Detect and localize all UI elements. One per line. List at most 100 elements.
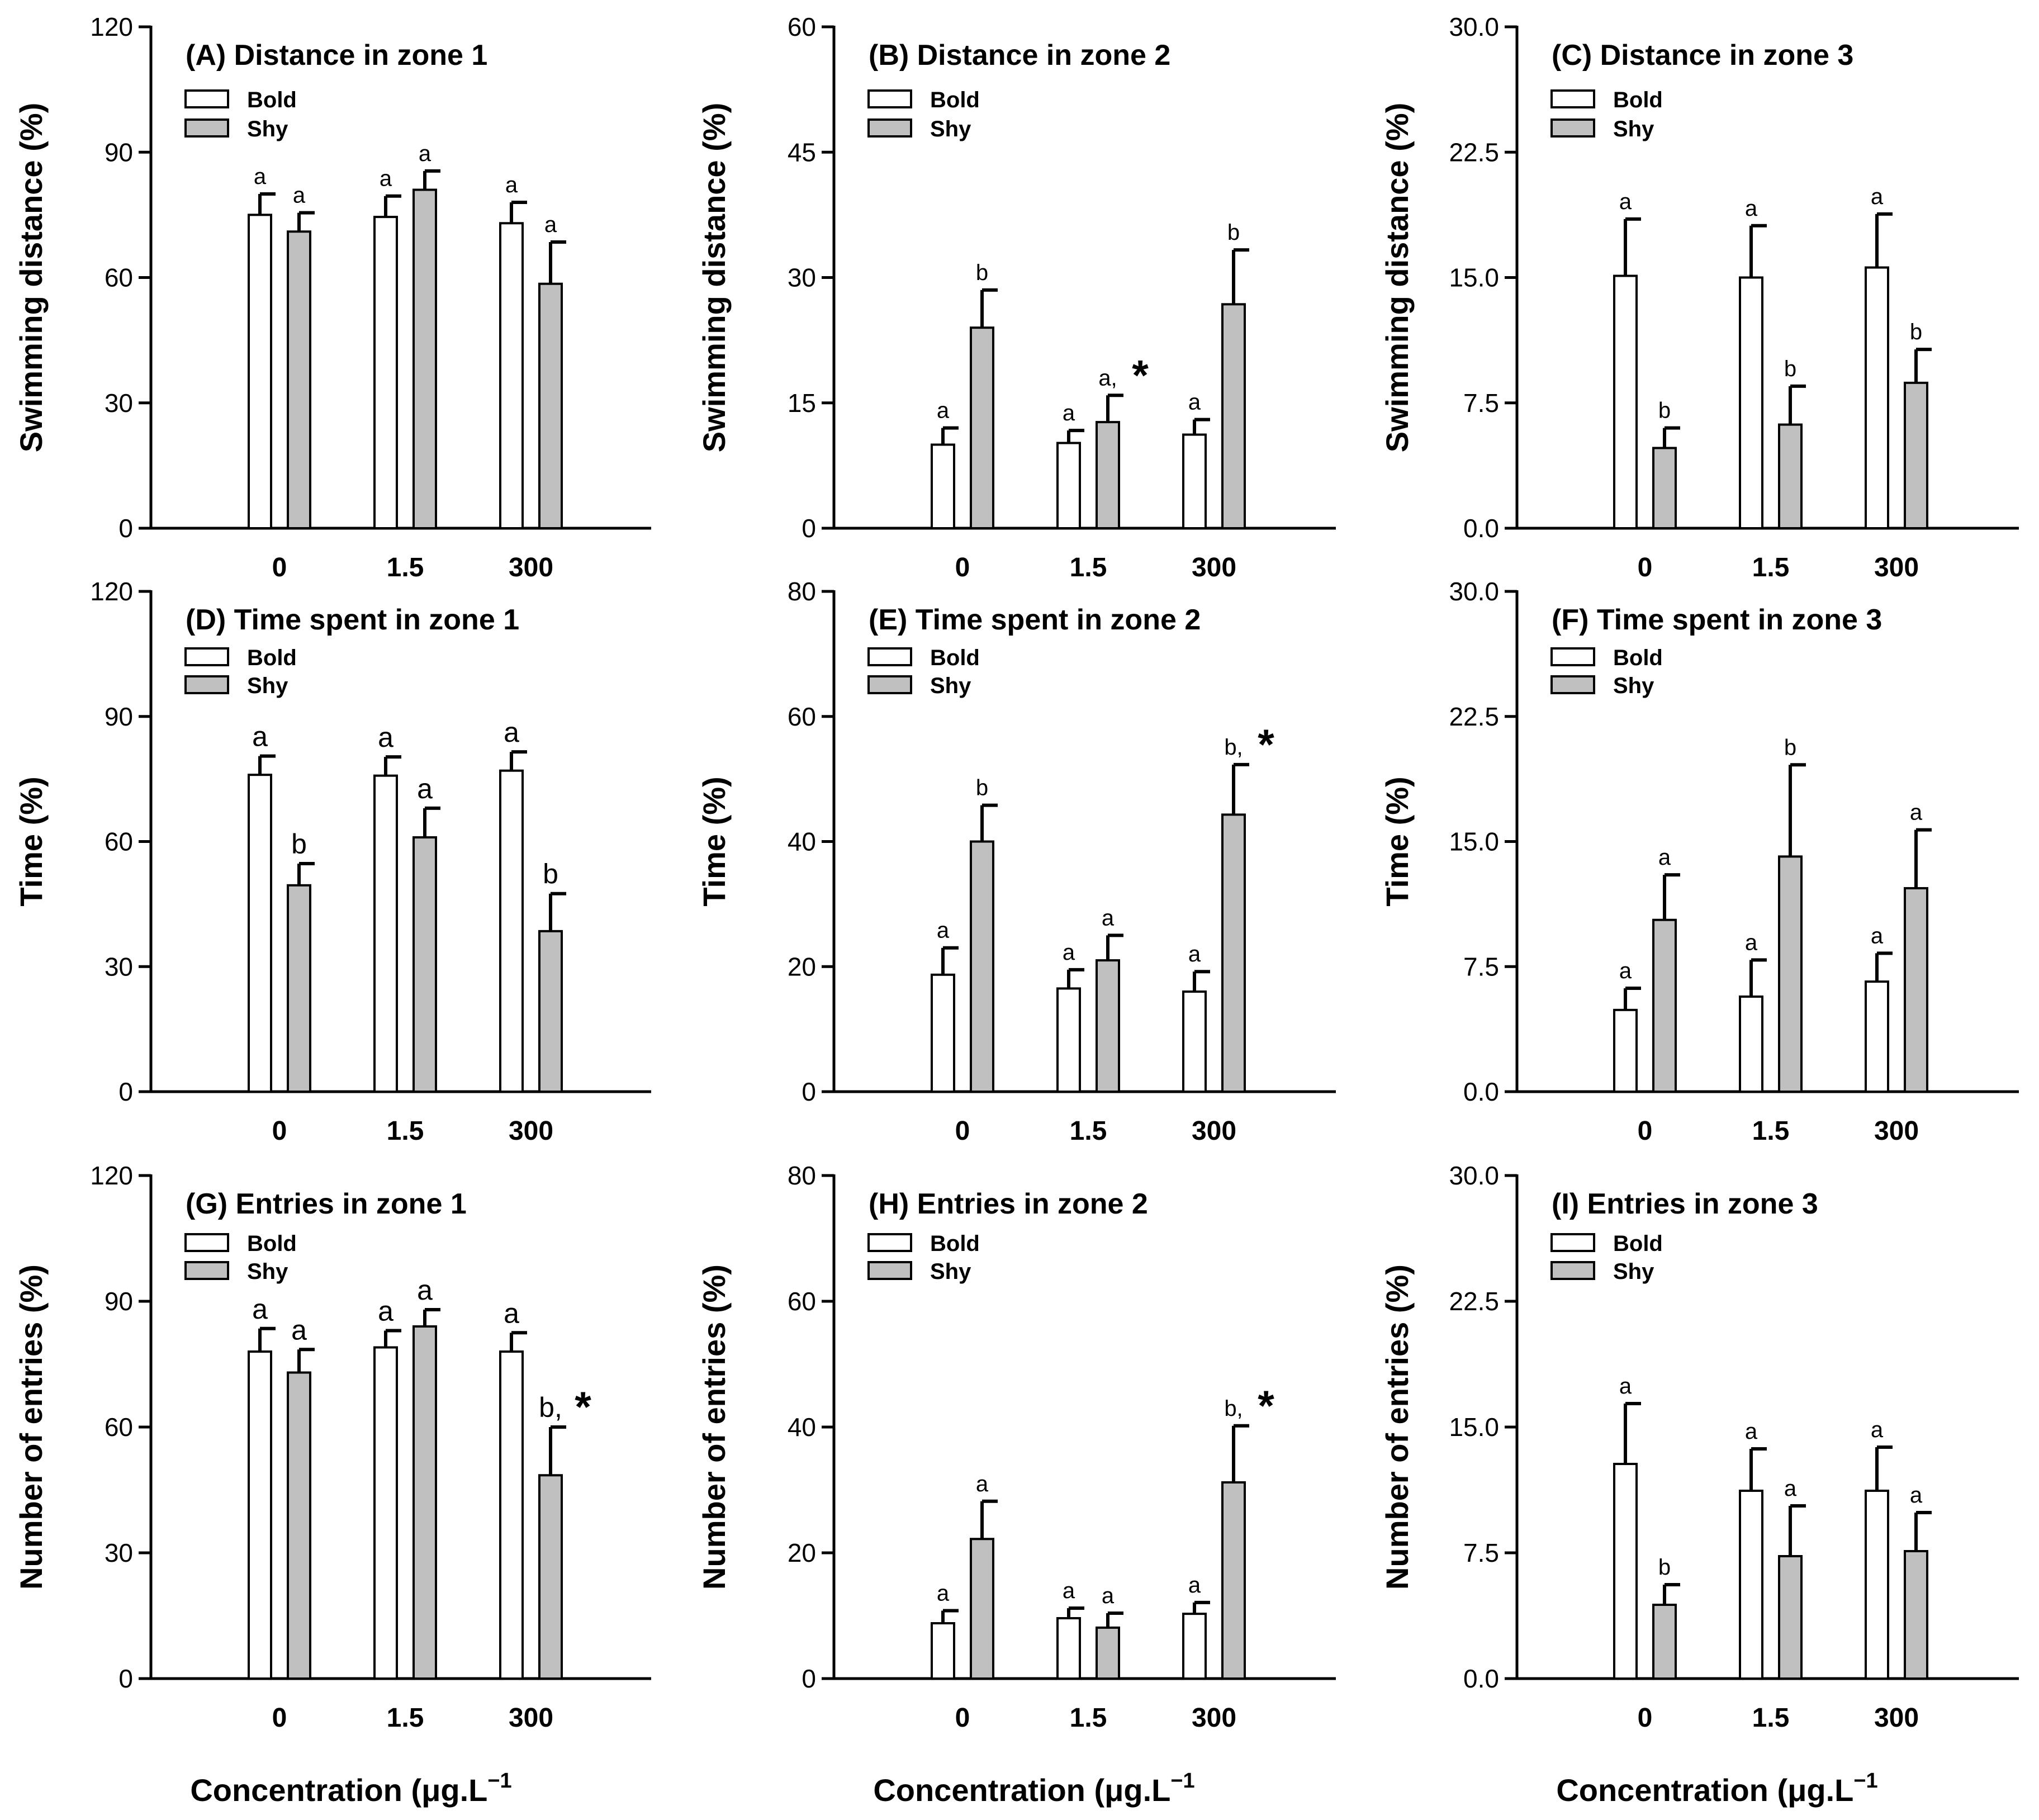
y-axis-title: Time (%)	[13, 776, 49, 906]
significance-label: a	[1063, 1579, 1075, 1603]
legend-label-bold: Bold	[247, 1231, 297, 1256]
significance-label: a	[505, 173, 518, 197]
significance-label: a	[1910, 800, 1923, 825]
significance-label: a	[1658, 845, 1671, 870]
significance-label: a	[1188, 390, 1201, 415]
significance-label: a	[1188, 942, 1201, 966]
x-tick-label: 0	[955, 1703, 970, 1733]
panel-b: 0 15 30 45 60 Swimming distance (%) 0 1.5 300 (B)…	[696, 12, 1336, 582]
significance-star: *	[575, 1383, 591, 1431]
y-tick-label: 0	[802, 514, 816, 543]
significance-label: b,	[1224, 735, 1243, 760]
y-tick-label: 30.0	[1449, 577, 1499, 606]
bar-bold	[248, 1350, 272, 1680]
legend-swatch-shy	[867, 675, 912, 694]
legend-label-shy: Shy	[1613, 1259, 1654, 1284]
significance-label: b	[1658, 1555, 1671, 1580]
x-tick-label: 1.5	[387, 1703, 424, 1733]
legend-swatch-bold	[1550, 89, 1595, 108]
y-tick-label: 15	[788, 388, 816, 418]
y-tick-label: 0	[802, 1077, 816, 1106]
bar-bold	[1056, 987, 1081, 1093]
y-axis-title: Swimming distance (%)	[13, 103, 49, 452]
y-tick-label: 40	[788, 1413, 816, 1442]
panel-i: 0.0 7.5 15.0 22.5 30.0 Number of entries (%) 0…	[1379, 1161, 2019, 1733]
significance-label: a	[419, 141, 431, 166]
panel-a: 0 30 60 90 120 Swimming distance (%) 0 1.5 300 (A…	[13, 12, 651, 582]
bar-bold	[1865, 1490, 1889, 1680]
legend-label-bold: Bold	[1613, 646, 1663, 670]
significance-label: a	[937, 918, 950, 943]
y-tick-label: 7.5	[1463, 1538, 1499, 1567]
legend-swatch-shy	[1550, 119, 1595, 138]
significance-label: a	[417, 1274, 433, 1306]
legend-label-bold: Bold	[930, 1231, 980, 1256]
significance-label: b	[1784, 735, 1796, 760]
significance-label: a	[937, 399, 950, 423]
bar-bold	[248, 774, 272, 1093]
x-tick-label: 300	[1192, 1703, 1236, 1733]
legend-label-bold: Bold	[1613, 88, 1663, 112]
legend-swatch-shy	[184, 675, 229, 694]
significance-label: a	[378, 1296, 393, 1327]
bar-shy	[1096, 1626, 1120, 1680]
bar-bold	[1739, 276, 1763, 529]
significance-label: a	[1784, 1476, 1797, 1501]
bar-shy	[1652, 1604, 1677, 1680]
legend-swatch-bold	[1550, 647, 1595, 666]
significance-label: a	[1871, 1418, 1884, 1442]
significance-label: a	[254, 164, 267, 189]
significance-label: a	[293, 183, 306, 208]
legend-swatch-bold	[1550, 1233, 1595, 1252]
y-tick-label: 30.0	[1449, 1161, 1499, 1190]
bar-shy	[1778, 855, 1803, 1093]
legend-swatch-shy	[1550, 1261, 1595, 1280]
x-tick-label: 1.5	[387, 1116, 424, 1146]
significance-label: a	[1619, 189, 1632, 214]
significance-label: b	[976, 776, 988, 800]
significance-label: a	[1063, 940, 1075, 965]
bar-shy	[1652, 447, 1677, 529]
panel-title: (D) Time spent in zone 1	[186, 604, 519, 636]
legend-swatch-shy	[867, 1261, 912, 1280]
bar-shy	[1221, 303, 1246, 530]
x-tick-label: 300	[1874, 1116, 1919, 1146]
bar-shy	[1904, 1550, 1928, 1680]
bar-bold	[931, 1622, 955, 1680]
bar-shy	[538, 1474, 563, 1680]
y-tick-label: 60	[788, 1287, 816, 1316]
bar-shy	[287, 884, 311, 1093]
panel-h: 0 20 40 60 80 Number of entries (%) 0 1.5 300 (H)…	[696, 1161, 1336, 1733]
y-tick-label: 30	[788, 263, 816, 292]
significance-label: a	[544, 212, 557, 237]
x-tick-label: 300	[1874, 1703, 1919, 1733]
x-tick-label: 0	[272, 553, 287, 582]
bar-shy	[538, 930, 563, 1093]
x-tick-label: 0	[1638, 1703, 1653, 1733]
y-axis-title: Number of entries (%)	[13, 1264, 49, 1590]
bar-shy	[1904, 381, 1928, 529]
bar-shy	[970, 840, 994, 1093]
significance-label: b	[1227, 220, 1240, 245]
significance-star: *	[1132, 352, 1149, 399]
legend-swatch-shy	[184, 119, 229, 138]
bar-shy	[412, 188, 437, 529]
bar-shy	[412, 836, 437, 1093]
y-tick-label: 15.0	[1449, 1413, 1499, 1442]
y-tick-label: 30	[105, 952, 133, 981]
y-tick-label: 7.5	[1463, 388, 1499, 418]
bar-shy	[1778, 1555, 1803, 1680]
panel-title: (E) Time spent in zone 2	[869, 604, 1201, 636]
y-tick-label: 90	[105, 138, 133, 167]
y-tick-label: 60	[105, 827, 133, 856]
significance-label: b	[1658, 399, 1671, 423]
x-tick-label: 1.5	[1070, 1703, 1107, 1733]
y-tick-label: 22.5	[1449, 138, 1499, 167]
significance-label: b	[976, 260, 988, 285]
bar-bold	[1865, 266, 1889, 529]
bar-shy	[1652, 918, 1677, 1093]
legend-swatch-bold	[184, 89, 229, 108]
legend-label-bold: Bold	[247, 646, 297, 670]
y-tick-label: 0.0	[1463, 1664, 1499, 1693]
legend-label-shy: Shy	[247, 674, 288, 698]
